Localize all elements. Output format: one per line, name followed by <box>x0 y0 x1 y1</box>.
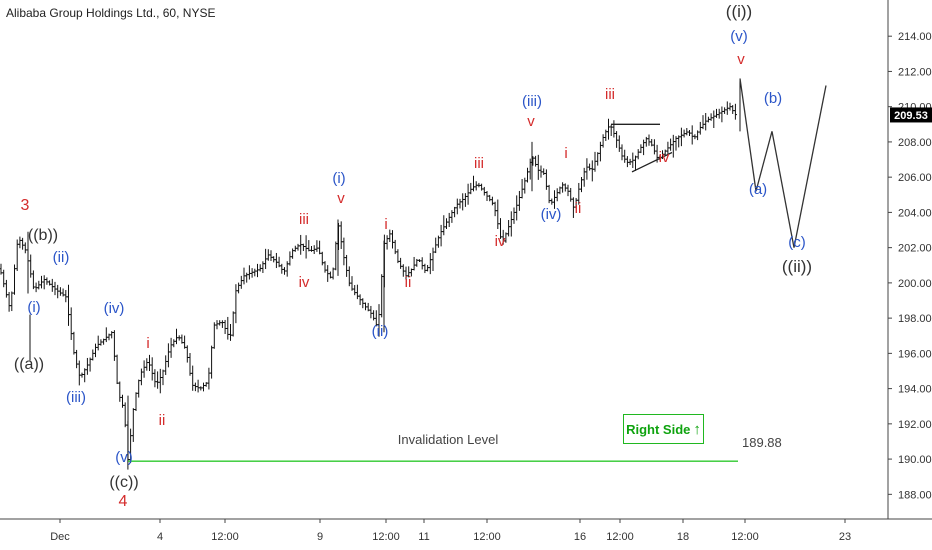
y-tick-label: 204.00 <box>898 207 932 219</box>
x-tick-label: 23 <box>839 531 851 543</box>
x-axis-ticks: Dec 4 12:00 9 12:00 11 12:00 16 12:00 18 12:00 23 <box>50 519 851 543</box>
wave-label: i <box>564 145 567 162</box>
price-bars <box>0 78 741 470</box>
x-tick-label: 9 <box>317 531 323 543</box>
wave-label: (ii) <box>372 323 389 340</box>
y-tick-label: 208.00 <box>898 137 932 149</box>
projection-line <box>739 78 827 248</box>
wave-label: iv <box>659 149 670 166</box>
wave-label: ((c)) <box>109 474 138 491</box>
projection-path <box>739 78 827 248</box>
triangle-pattern <box>611 123 673 173</box>
current-price-badge: 209.53 <box>890 107 932 123</box>
wave-label: ((i)) <box>726 2 752 21</box>
wave-label: i <box>146 335 149 352</box>
x-tick-label: Dec <box>50 531 70 543</box>
y-tick-label: 206.00 <box>898 172 932 184</box>
wave-label: (iv) <box>104 300 125 317</box>
x-tick-label: 18 <box>677 531 689 543</box>
x-tick-label: 12:00 <box>372 531 400 543</box>
x-tick-label: 12:00 <box>606 531 634 543</box>
y-tick-label: 214.00 <box>898 31 932 43</box>
triangle-lower-line <box>631 151 673 173</box>
y-tick-label: 202.00 <box>898 243 932 255</box>
x-tick-label: 12:00 <box>211 531 239 543</box>
right-side-badge: Right Side ↑ <box>623 414 704 444</box>
wave-label: iii <box>474 155 484 172</box>
y-tick-label: 188.00 <box>898 489 932 501</box>
wave-label: (i) <box>332 170 345 187</box>
wave-label: ((ii)) <box>782 257 812 276</box>
wave-label: (iii) <box>66 389 86 406</box>
arrow-up-icon: ↑ <box>693 420 701 438</box>
wave-label: ((b)) <box>28 227 58 244</box>
x-tick-label: 16 <box>574 531 586 543</box>
wave-label: (b) <box>764 90 782 107</box>
invalidation-label: Invalidation Level <box>398 432 499 447</box>
y-tick-label: 194.00 <box>898 384 932 396</box>
wave-label: 3 <box>21 197 30 214</box>
wave-label: iv <box>299 274 310 291</box>
y-tick-label: 192.00 <box>898 419 932 431</box>
chart-title: Alibaba Group Holdings Ltd., 60, NYSE <box>6 6 216 20</box>
wave-label: (iv) <box>541 206 562 223</box>
y-tick-label: 200.00 <box>898 278 932 290</box>
y-axis-ticks: 188.00 190.00 192.00 194.00 196.00 198.00 200.… <box>888 31 932 501</box>
axis-frame <box>0 0 932 520</box>
x-tick-label: 12:00 <box>731 531 759 543</box>
wave-label: (v) <box>730 28 748 45</box>
wave-label: iii <box>605 86 615 103</box>
wave-label: v <box>737 51 745 68</box>
wave-label: (c) <box>788 234 806 251</box>
right-side-label: Right Side <box>626 421 691 437</box>
wave-label: ii <box>159 412 166 429</box>
wave-label: ii <box>575 200 582 217</box>
wave-label: (ii) <box>53 249 70 266</box>
y-tick-label: 212.00 <box>898 66 932 78</box>
wave-label: (i) <box>27 299 40 316</box>
wave-label: v <box>337 190 345 207</box>
wave-labels: 3((b))(ii)(i)((a))(iii)(iv)iii(v)((c))4i… <box>14 2 812 510</box>
current-price-label: 209.53 <box>894 110 928 122</box>
wave-label: ii <box>405 274 412 291</box>
wave-label: 4 <box>119 493 128 510</box>
wave-label: (v) <box>115 449 133 466</box>
wave-label: v <box>527 113 535 130</box>
y-tick-label: 196.00 <box>898 348 932 360</box>
wave-label: iii <box>299 211 309 228</box>
y-tick-label: 190.00 <box>898 454 932 466</box>
y-tick-label: 198.00 <box>898 313 932 325</box>
wave-label: ((a)) <box>14 356 44 373</box>
wave-label: (iii) <box>522 93 542 110</box>
x-tick-label: 11 <box>418 531 429 543</box>
invalidation-value-label: 189.88 <box>742 435 782 450</box>
x-tick-label: 12:00 <box>473 531 501 543</box>
x-tick-label: 4 <box>157 531 163 543</box>
wave-label: i <box>384 216 387 233</box>
wave-label: (a) <box>749 181 767 198</box>
wave-label: iv <box>495 233 506 250</box>
